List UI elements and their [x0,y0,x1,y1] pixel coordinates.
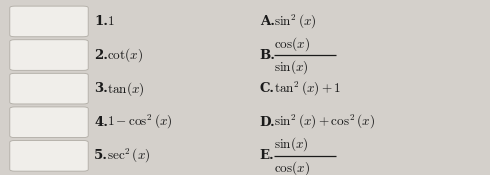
Text: D.: D. [260,116,275,129]
Text: $\sin(x)$: $\sin(x)$ [274,136,309,153]
Text: C.: C. [260,82,275,95]
FancyBboxPatch shape [10,6,88,37]
Text: 1.: 1. [94,15,108,28]
Text: $\cos(x)$: $\cos(x)$ [274,35,311,53]
FancyBboxPatch shape [10,73,88,104]
Text: B.: B. [260,49,276,62]
Text: $1$: $1$ [107,15,114,28]
Text: 2.: 2. [94,49,108,62]
Text: $\sin(x)$: $\sin(x)$ [274,58,309,76]
Text: $1-\cos^2(x)$: $1-\cos^2(x)$ [107,113,172,131]
Text: $\cos(x)$: $\cos(x)$ [274,159,311,175]
Text: $\sec^2(x)$: $\sec^2(x)$ [107,147,150,165]
Text: 4.: 4. [94,116,108,129]
Text: $\cot(x)$: $\cot(x)$ [107,46,143,64]
Text: 3.: 3. [94,82,108,95]
Text: $\sin^2(x)$: $\sin^2(x)$ [274,12,317,31]
FancyBboxPatch shape [10,141,88,171]
Text: A.: A. [260,15,275,28]
Text: $\tan(x)$: $\tan(x)$ [107,80,145,98]
Text: E.: E. [260,149,274,162]
FancyBboxPatch shape [10,107,88,138]
Text: $\sin^2(x)+\cos^2(x)$: $\sin^2(x)+\cos^2(x)$ [274,113,375,131]
Text: $\tan^2(x)+1$: $\tan^2(x)+1$ [274,80,342,98]
Text: 5.: 5. [94,149,108,162]
FancyBboxPatch shape [10,40,88,70]
